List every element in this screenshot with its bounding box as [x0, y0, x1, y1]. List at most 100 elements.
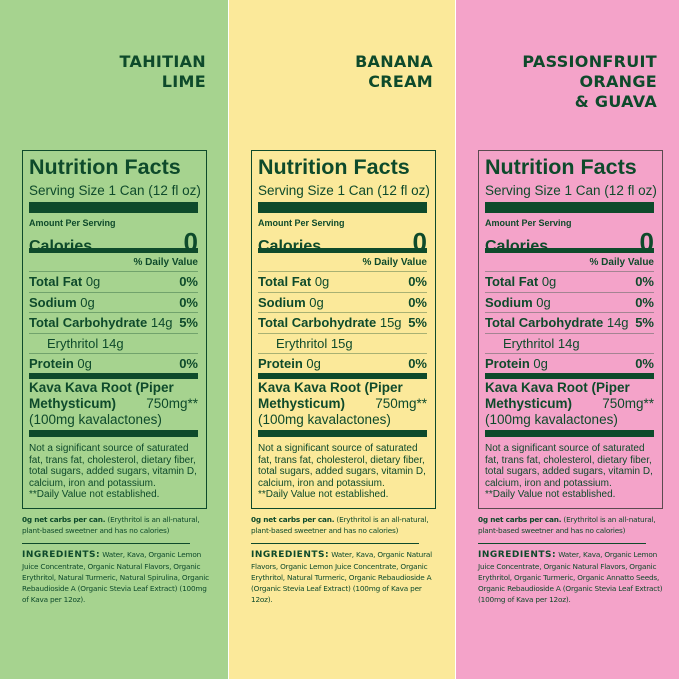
ingredients-label: INGREDIENTS:	[478, 550, 557, 560]
sodium-dv: 0%	[179, 294, 198, 310]
total-fat-label: Total Fat	[258, 274, 312, 289]
kava-line-1: Kava Kava Root (Piper	[258, 380, 403, 395]
thick-divider	[485, 373, 654, 379]
footnote: Not a significant source of saturated fa…	[485, 443, 656, 501]
thick-divider	[258, 202, 427, 213]
medium-divider	[258, 248, 427, 253]
net-carbs-text: (Erythritol is an all-natural, plant-bas…	[478, 515, 656, 535]
flavor-title: TAHITIAN LIME	[119, 52, 206, 91]
flavor-title: PASSIONFRUIT ORANGE & GUAVA	[522, 52, 657, 111]
not-significant-note: Not a significant source of saturated fa…	[29, 443, 197, 489]
protein-amount: 0g	[77, 356, 92, 371]
total-fat-amount: 0g	[541, 274, 557, 289]
not-significant-note: Not a significant source of saturated fa…	[485, 443, 653, 489]
total-fat-row: Total Fat 0g 0%	[29, 271, 198, 292]
kava-line-3: (100mg kavalactones)	[485, 412, 618, 427]
thick-divider	[29, 430, 198, 437]
daily-value-header: % Daily Value	[29, 257, 198, 268]
sodium-name-wrap: Sodium 0g	[258, 293, 324, 313]
sodium-row: Sodium 0g 0%	[29, 291, 198, 313]
thick-divider	[258, 373, 427, 379]
protein-name-wrap: Protein 0g	[485, 354, 548, 374]
protein-name-wrap: Protein 0g	[258, 354, 321, 374]
total-fat-dv: 0%	[408, 274, 427, 289]
net-carbs-text: (Erythritol is an all-natural, plant-bas…	[251, 515, 429, 535]
flavor-title: BANANA CREAM	[355, 52, 433, 91]
thick-divider	[258, 430, 427, 437]
thick-divider	[485, 430, 654, 437]
calories-value: 0	[412, 227, 427, 257]
footnote: Not a significant source of saturated fa…	[29, 443, 200, 501]
daily-value-header: % Daily Value	[485, 257, 654, 268]
net-carbs-note: 0g net carbs per can. (Erythritol is an …	[251, 514, 441, 536]
ingredients-text: Water, Kava, Organic Natural Flavors, Or…	[251, 550, 432, 604]
flavor-panel: BANANA CREAM Nutrition Facts Serving Size …	[229, 0, 455, 679]
calories-value: 0	[639, 227, 654, 257]
net-carbs-note: 0g net carbs per can. (Erythritol is an …	[22, 514, 212, 536]
daily-value-label: % Daily Value	[133, 257, 198, 268]
kava-row: Kava Kava Root (Piper Methysticum) 750mg**…	[29, 380, 198, 428]
sodium-amount: 0g	[80, 294, 95, 310]
calories-label: Calories	[29, 238, 93, 255]
sodium-label: Sodium	[485, 294, 533, 310]
flavor-panel: PASSIONFRUIT ORANGE & GUAVA Nutrition Fac…	[456, 0, 679, 679]
kava-line-2: Methysticum)	[485, 396, 573, 411]
nutrition-facts-label: Nutrition Facts Serving Size 1 Can (12 fl…	[251, 150, 436, 509]
ingredients-text: Water, Kava, Organic Lemon Juice Concent…	[22, 550, 209, 604]
total-fat-row: Total Fat 0g 0%	[258, 271, 427, 292]
calories-label: Calories	[258, 238, 322, 255]
amount-per-serving: Amount Per Serving	[258, 218, 345, 228]
amount-per-serving: Amount Per Serving	[485, 218, 572, 228]
total-carbohydrate-label: Total Carbohydrate	[29, 315, 148, 330]
protein-amount: 0g	[306, 356, 321, 371]
total-carbohydrate-row: Total Carbohydrate 15g 5%	[258, 312, 427, 333]
serving-size: Serving Size 1 Can (12 fl oz)	[485, 183, 657, 198]
kava-line-3: (100mg kavalactones)	[258, 412, 391, 427]
erythritol-row: Erythritol 14g	[485, 332, 654, 354]
sodium-amount: 0g	[536, 294, 551, 310]
kava-line-2: Methysticum)	[258, 396, 346, 411]
net-carbs-bold: 0g net carbs per can.	[251, 515, 335, 524]
not-significant-note: Not a significant source of saturated fa…	[258, 443, 426, 489]
total-carbohydrate-row: Total Carbohydrate 14g 5%	[485, 312, 654, 333]
daily-value-note: **Daily Value not established.	[29, 489, 160, 501]
protein-dv: 0%	[179, 356, 198, 371]
net-carbs-text: (Erythritol is an all-natural, plant-bas…	[22, 515, 200, 535]
sodium-row: Sodium 0g 0%	[485, 291, 654, 313]
protein-row: Protein 0g 0%	[258, 353, 427, 374]
daily-value-label: % Daily Value	[589, 257, 654, 268]
daily-value-label: % Daily Value	[362, 257, 427, 268]
daily-value-header: % Daily Value	[258, 257, 427, 268]
daily-value-note: **Daily Value not established.	[485, 489, 616, 501]
total-carbohydrate-name-wrap: Total Carbohydrate 14g	[485, 313, 629, 333]
total-carbohydrate-amount: 14g	[606, 315, 629, 330]
sodium-label: Sodium	[258, 294, 306, 310]
sodium-amount: 0g	[309, 294, 324, 310]
total-fat-amount: 0g	[85, 274, 101, 289]
kava-line-1: Kava Kava Root (Piper	[485, 380, 630, 395]
protein-amount: 0g	[533, 356, 548, 371]
sodium-row: Sodium 0g 0%	[258, 291, 427, 313]
total-carbohydrate-label: Total Carbohydrate	[258, 315, 377, 330]
net-carbs-bold: 0g net carbs per can.	[22, 515, 106, 524]
kava-row: Kava Kava Root (Piper Methysticum) 750mg**…	[485, 380, 654, 428]
total-fat-label: Total Fat	[29, 274, 83, 289]
sodium-dv: 0%	[408, 294, 427, 310]
protein-dv: 0%	[408, 356, 427, 371]
calories-row: Calories 0	[29, 227, 198, 258]
ingredients: INGREDIENTS: Water, Kava, Organic Lemon …	[478, 549, 668, 605]
protein-label: Protein	[485, 356, 530, 371]
total-carbohydrate-amount: 14g	[150, 315, 173, 330]
net-carbs-bold: 0g net carbs per can.	[478, 515, 562, 524]
total-fat-name-wrap: Total Fat 0g	[29, 272, 100, 292]
protein-row: Protein 0g 0%	[29, 353, 198, 374]
nutrition-facts-label: Nutrition Facts Serving Size 1 Can (12 fl…	[22, 150, 207, 509]
total-fat-label: Total Fat	[485, 274, 539, 289]
calories-value: 0	[183, 227, 198, 257]
sodium-label: Sodium	[29, 294, 77, 310]
flavor-panel: TAHITIAN LIME Nutrition Facts Serving Size…	[0, 0, 228, 679]
total-carbohydrate-name-wrap: Total Carbohydrate 15g	[258, 313, 402, 333]
ingredients-text: Water, Kava, Organic Lemon Juice Concent…	[478, 550, 663, 604]
total-fat-name-wrap: Total Fat 0g	[485, 272, 556, 292]
erythritol-label: Erythritol 14g	[503, 335, 580, 351]
